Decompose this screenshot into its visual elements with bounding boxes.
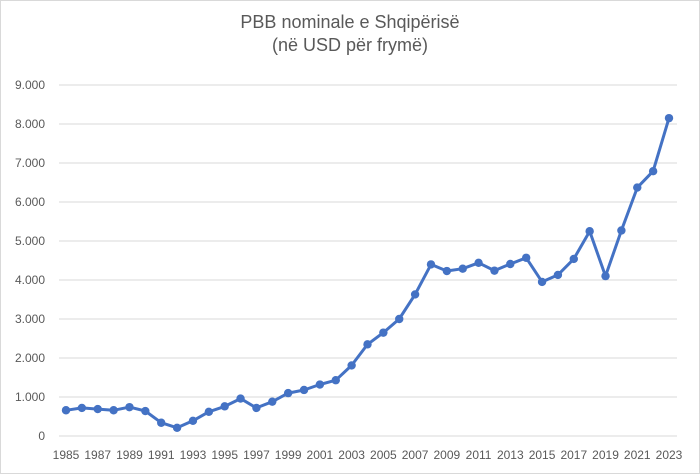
data-point-2002 [331, 376, 340, 385]
y-axis-tick-labels: 0 1.000 2.000 3.000 4.000 5.000 6.000 7.000 8.00… [15, 78, 45, 443]
data-point-2018 [585, 227, 594, 236]
chart-subtitle: (në USD për frymë) [271, 35, 429, 55]
x-tick-label: 1989 [116, 448, 143, 462]
y-tick-label: 9.000 [15, 78, 45, 92]
data-point-2001 [315, 380, 325, 389]
data-point-2008 [426, 260, 436, 269]
chart-title: PBB nominale e Shqipërisë (në USD për fr… [1, 11, 699, 57]
data-point-1988 [109, 406, 118, 415]
data-point-2022 [648, 166, 658, 176]
y-tick-label: 7.000 [15, 156, 45, 170]
data-point-1992 [172, 423, 182, 433]
data-point-1999 [283, 388, 293, 398]
y-tick-label: 3.000 [15, 312, 45, 326]
chart-title-main: PBB nominale e Shqipërisë [240, 12, 460, 32]
y-tick-label: 4.000 [15, 273, 45, 287]
data-point-2009 [442, 266, 452, 276]
data-point-2017 [569, 254, 578, 264]
data-point-1991 [157, 418, 166, 427]
x-tick-label: 2003 [338, 448, 365, 462]
data-point-2007 [410, 290, 420, 299]
data-point-2005 [379, 328, 388, 337]
x-tick-label: 1987 [84, 448, 111, 462]
data-point-1997 [252, 403, 261, 413]
gridlines [59, 84, 677, 398]
x-tick-label: 2001 [307, 448, 334, 462]
data-point-2020 [617, 226, 626, 235]
y-tick-label: 2.000 [15, 351, 45, 365]
data-point-1986 [77, 403, 87, 413]
data-point-2014 [521, 253, 531, 262]
x-tick-label: 2007 [402, 448, 429, 462]
x-tick-label: 2017 [560, 448, 587, 462]
data-point-1993 [188, 416, 198, 425]
data-point-1989 [125, 402, 134, 412]
y-tick-label: 5.000 [15, 234, 45, 248]
x-tick-label: 2005 [370, 448, 397, 462]
data-point-2000 [299, 385, 309, 395]
data-point-2023 [664, 113, 674, 123]
data-point-2010 [458, 264, 467, 273]
data-point-2012 [490, 266, 499, 275]
x-tick-label: 2015 [529, 448, 556, 462]
x-tick-label: 1995 [211, 448, 238, 462]
data-point-1987 [93, 404, 102, 414]
y-tick-label: 0 [38, 429, 45, 443]
x-tick-label: 2011 [466, 448, 492, 462]
data-point-2013 [506, 259, 515, 269]
data-point-2015 [537, 277, 547, 287]
x-tick-label: 2009 [433, 448, 460, 462]
data-point-2016 [553, 270, 563, 280]
data-point-1990 [141, 406, 150, 416]
data-point-2021 [633, 183, 642, 192]
series-gdp-per-capita [64, 116, 671, 430]
data-point-2011 [474, 258, 483, 268]
data-point-2006 [395, 314, 404, 324]
x-tick-label: 2013 [497, 448, 524, 462]
data-point-1985 [61, 406, 71, 415]
x-tick-label: 1999 [275, 448, 302, 462]
x-tick-label: 1991 [148, 448, 175, 462]
data-point-1994 [204, 407, 214, 417]
data-point-1995 [220, 402, 229, 411]
data-point-1998 [268, 397, 277, 406]
x-tick-label: 1993 [180, 448, 207, 462]
x-tick-label: 2021 [624, 448, 651, 462]
x-axis-tick-labels: 1985 1987 1989 1991 1993 1995 1997 1999 2001 2003… [53, 448, 683, 462]
x-tick-label: 2019 [592, 448, 619, 462]
x-tick-label: 2023 [656, 448, 683, 462]
series-line [64, 116, 671, 430]
data-point-2004 [363, 340, 372, 349]
x-tick-label: 1985 [53, 448, 80, 462]
y-tick-label: 1.000 [15, 390, 45, 404]
data-points [61, 113, 674, 433]
y-tick-label: 8.000 [15, 117, 45, 131]
data-point-2003 [347, 361, 356, 370]
y-tick-label: 6.000 [15, 195, 45, 209]
x-tick-label: 1997 [243, 448, 270, 462]
data-point-1996 [236, 394, 245, 403]
data-point-2019 [601, 271, 610, 281]
